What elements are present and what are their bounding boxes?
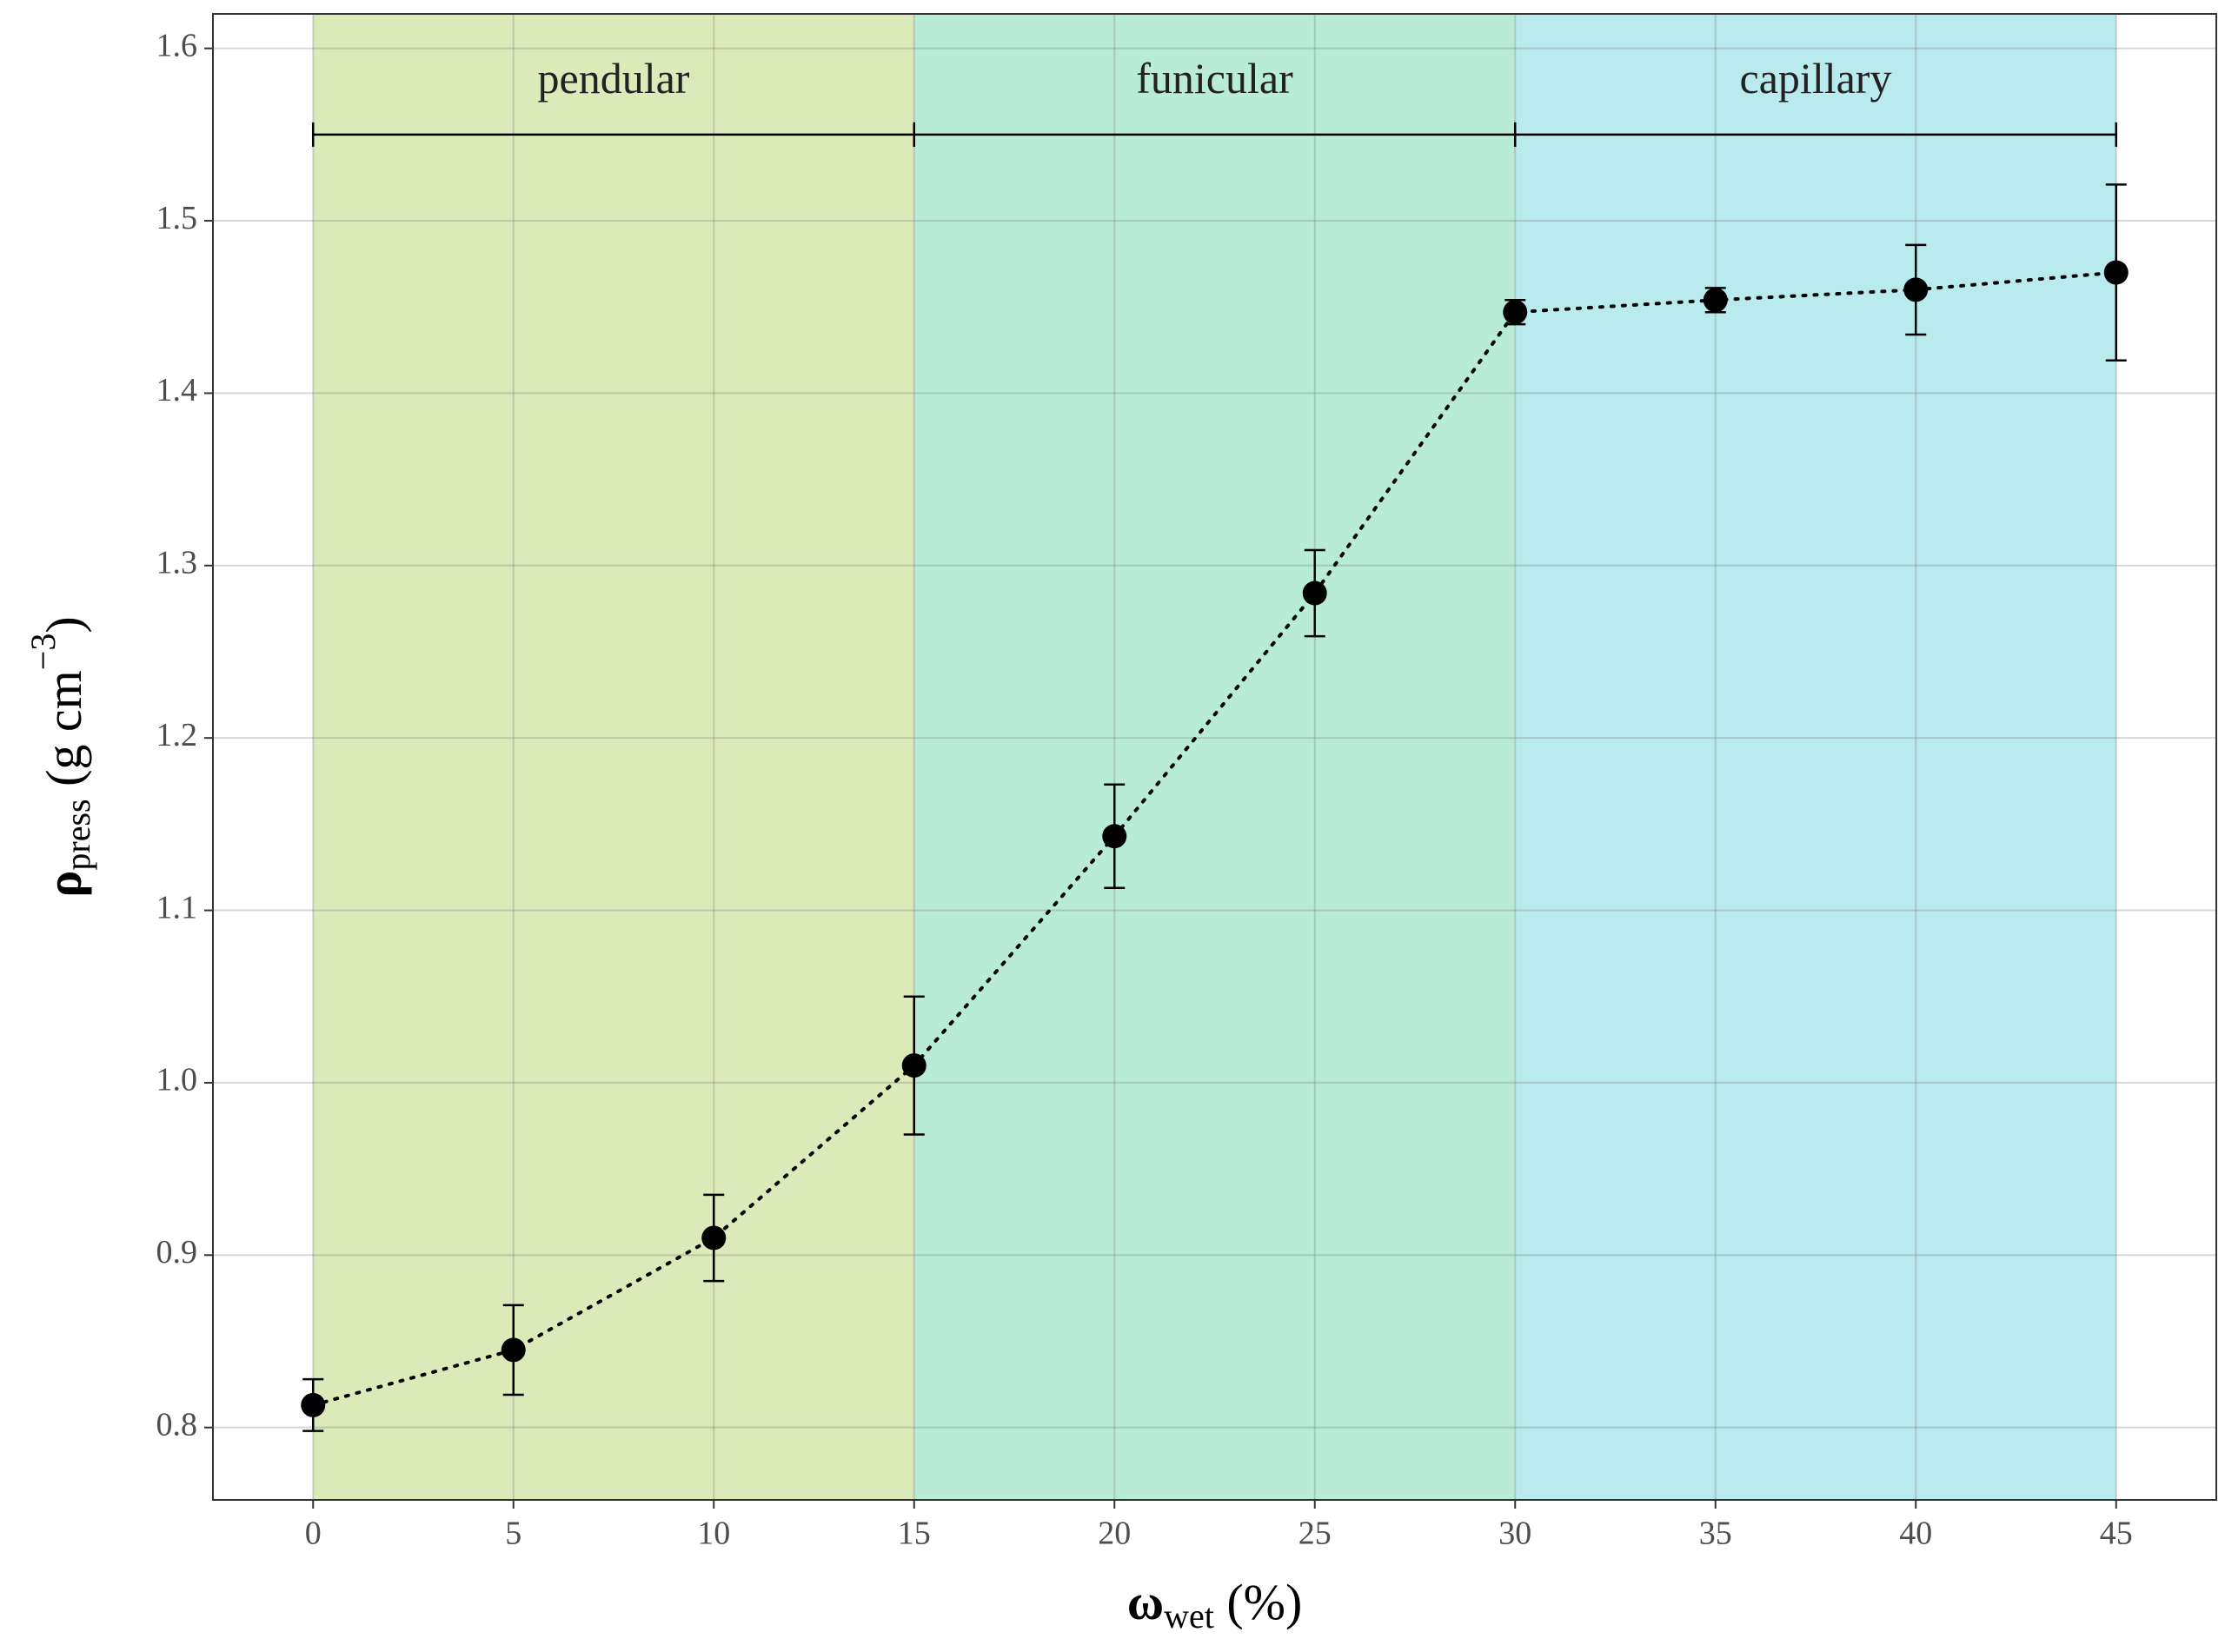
y-tick-label: 1.5 (156, 200, 198, 236)
y-axis-label-part: press (58, 799, 97, 870)
region-label: funicular (1136, 54, 1293, 103)
point (1302, 581, 1327, 606)
x-tick-label: 45 (2100, 1516, 2133, 1552)
y-tick-label: 0.8 (156, 1406, 198, 1443)
panel-border (212, 13, 2217, 1501)
point (901, 1053, 927, 1078)
x-tick-label: 30 (1498, 1516, 1531, 1552)
point (701, 1225, 727, 1251)
x-tick-label: 20 (1098, 1516, 1131, 1552)
point (1903, 277, 1929, 302)
y-axis-label-part: −3 (23, 634, 63, 671)
x-tick-label: 35 (1699, 1516, 1732, 1552)
y-tick-label: 0.9 (156, 1234, 198, 1271)
point (2103, 260, 2129, 285)
x-axis-label-part: wet (1164, 1596, 1214, 1635)
x-tick-label: 40 (1899, 1516, 1932, 1552)
y-tick-label: 1.2 (156, 717, 198, 753)
line (311, 270, 2118, 1407)
point (1102, 824, 1127, 849)
x-tick-label: 25 (1298, 1516, 1332, 1552)
x-axis-label-part: (%) (1214, 1574, 1302, 1630)
x-axis-label-part: ω (1127, 1574, 1164, 1630)
point (1503, 300, 1528, 325)
x-axis-label: ωwet (%) (1127, 1574, 1303, 1635)
region (1515, 14, 2116, 1500)
region (913, 14, 1516, 1500)
region (313, 14, 914, 1500)
y-tick-label: 1.0 (156, 1062, 198, 1098)
y-axis-label-part: ρ (36, 871, 92, 898)
y-axis-label: ρpress (g cm−3) (23, 616, 97, 897)
x-tick-label: 10 (697, 1516, 730, 1552)
x-tick-label: 0 (305, 1516, 322, 1552)
x-tick-label: 15 (898, 1516, 931, 1552)
y-tick-label: 1.1 (156, 889, 198, 926)
y-tick-label: 1.3 (156, 545, 198, 581)
y-axis-label-part: ) (36, 616, 92, 633)
point (301, 1392, 326, 1417)
point (501, 1337, 526, 1363)
x-tick-label: 5 (505, 1516, 521, 1552)
y-tick-label: 1.6 (156, 27, 198, 63)
region-label: pendular (538, 54, 690, 103)
region-label: capillary (1740, 54, 1892, 103)
point (1703, 288, 1728, 313)
y-tick-label: 1.4 (156, 372, 198, 408)
y-axis-label-part: (g cm (36, 670, 92, 799)
